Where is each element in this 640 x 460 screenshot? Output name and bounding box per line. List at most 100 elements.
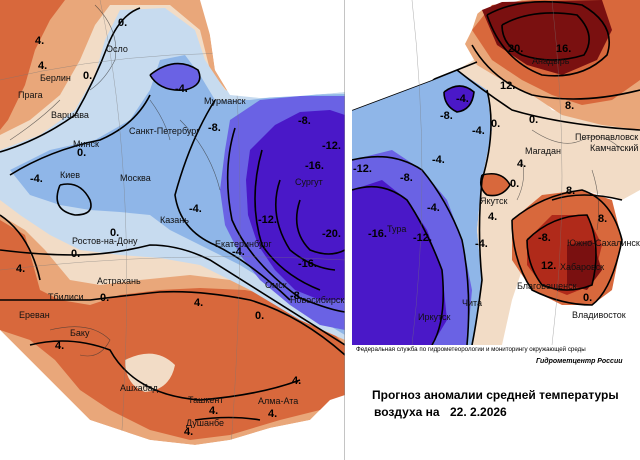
isoline-label: 20. xyxy=(508,43,524,55)
isoline-label: 0. xyxy=(110,227,120,239)
isoline-label: -12. xyxy=(353,163,372,175)
west-map-panel xyxy=(0,0,345,460)
city-label: Омск xyxy=(265,280,287,290)
city-label: Астрахань xyxy=(97,276,141,286)
isoline-label: -4. xyxy=(232,246,245,258)
city-label: Санкт-Петербург xyxy=(129,126,200,136)
isoline-label: 4. xyxy=(292,375,302,387)
city-label: Ташкент xyxy=(188,395,224,405)
isoline-label: -8. xyxy=(290,290,303,302)
city-label: Хабаровск xyxy=(560,262,605,272)
city-label: Чита xyxy=(462,298,483,308)
city-label: Петропавловск xyxy=(575,132,639,142)
east-frame-bottom-right xyxy=(582,300,640,345)
map-title-line2: воздуха на xyxy=(374,405,440,419)
isoline-label: -8. xyxy=(538,232,551,244)
city-label: Ростов-на-Дону xyxy=(72,236,138,246)
city-label: Анадырь xyxy=(532,56,570,66)
west-frame-top-right xyxy=(200,0,345,98)
city-label: Ереван xyxy=(19,310,50,320)
isoline-label: 0. xyxy=(77,147,87,159)
city-label: Благовещенск xyxy=(517,281,577,291)
east-warm-patch-center xyxy=(480,173,510,196)
organization-name: Гидрометцентр России xyxy=(536,358,623,365)
west-hot-fill xyxy=(0,0,65,130)
city-label: Тбилиси xyxy=(48,292,84,302)
east-cold-patch-north xyxy=(444,86,474,112)
city-label: Тура xyxy=(387,224,407,234)
isoline-label: -12. xyxy=(413,232,432,244)
isoline-label: -12. xyxy=(258,214,277,226)
isoline-label: -8. xyxy=(298,115,311,127)
city-label: Минск xyxy=(73,139,99,149)
forecast-date: 22. 2.2026 xyxy=(450,405,507,419)
isoline-label: 12. xyxy=(541,260,557,272)
isoline-label: -4. xyxy=(189,203,202,215)
isoline-label: 0. xyxy=(510,178,520,190)
isoline-label: -4. xyxy=(30,173,43,185)
city-label: Берлин xyxy=(40,73,71,83)
west-isolines xyxy=(0,7,345,421)
isoline-label: 4. xyxy=(55,340,65,352)
isoline-label: 0. xyxy=(255,310,265,322)
city-label: Душанбе xyxy=(186,418,225,428)
isoline-label: 4. xyxy=(488,211,498,223)
west-hot-fill-south xyxy=(0,220,345,440)
city-label: Казань xyxy=(160,215,189,225)
isoline-label: 0. xyxy=(529,114,539,126)
isoline-label: 4. xyxy=(517,158,527,170)
west-cool-patch-north xyxy=(150,63,200,91)
isoline-label: -12. xyxy=(322,140,341,152)
city-label: Варшава xyxy=(51,110,89,120)
city-label: Екатеринбург xyxy=(215,239,272,249)
east-map-panel xyxy=(352,0,640,345)
isoline-label: -4. xyxy=(472,125,485,137)
isoline-label: 8. xyxy=(566,185,576,197)
city-label: Прага xyxy=(18,90,43,100)
isoline-label: 4. xyxy=(209,405,219,417)
isoline-label: 8. xyxy=(598,213,608,225)
agency-credit: Федеральная служба по гидрометеорологии … xyxy=(356,346,586,353)
isoline-label: 0. xyxy=(71,248,81,260)
isoline-label: 4. xyxy=(184,426,194,438)
isoline-label: -16. xyxy=(368,228,387,240)
isoline-label: 0. xyxy=(491,118,501,130)
map-title-line1: Прогноз аномалии средней температуры xyxy=(372,388,619,402)
city-label: Южно-Сахалинск xyxy=(567,238,640,248)
city-label: Магадан xyxy=(525,146,561,156)
isoline-label: -8. xyxy=(400,172,413,184)
isoline-label: 4. xyxy=(268,408,278,420)
isoline-label: -16. xyxy=(298,258,317,270)
city-label: Алма-Ата xyxy=(258,396,299,406)
isoline-label: -4. xyxy=(475,238,488,250)
isoline-label: 4. xyxy=(38,60,48,72)
city-label: Камчатский xyxy=(590,143,639,153)
city-label: Мурманск xyxy=(204,96,246,106)
city-label: Баку xyxy=(70,328,90,338)
isoline-label: -4. xyxy=(175,83,188,95)
city-label: Якутск xyxy=(480,196,508,206)
isoline-label: -8. xyxy=(440,110,453,122)
isoline-label: 16. xyxy=(556,43,572,55)
isoline-label: 0. xyxy=(118,17,128,29)
city-label: Москва xyxy=(120,173,151,183)
east-coastlines xyxy=(516,129,623,231)
isoline-label: 4. xyxy=(16,263,26,275)
isoline-label: 0. xyxy=(100,292,110,304)
isoline-label: 0. xyxy=(83,70,93,82)
city-label: Новосибирск xyxy=(290,295,345,305)
isoline-label: 12. xyxy=(500,80,516,92)
isoline-label: -20. xyxy=(322,228,341,240)
isoline-label: -4. xyxy=(432,154,445,166)
west-frame-bottom-left xyxy=(0,330,345,460)
isoline-label: -16. xyxy=(305,160,324,172)
isoline-label: 8. xyxy=(565,100,575,112)
city-label: Владивосток xyxy=(572,310,626,320)
isoline-label: -8. xyxy=(208,122,221,134)
city-label: Сургут xyxy=(295,177,323,187)
city-label: Киев xyxy=(60,170,81,180)
east-very-cold-fill xyxy=(352,180,447,345)
city-label: Иркутск xyxy=(418,312,451,322)
city-label: Осло xyxy=(106,44,128,54)
